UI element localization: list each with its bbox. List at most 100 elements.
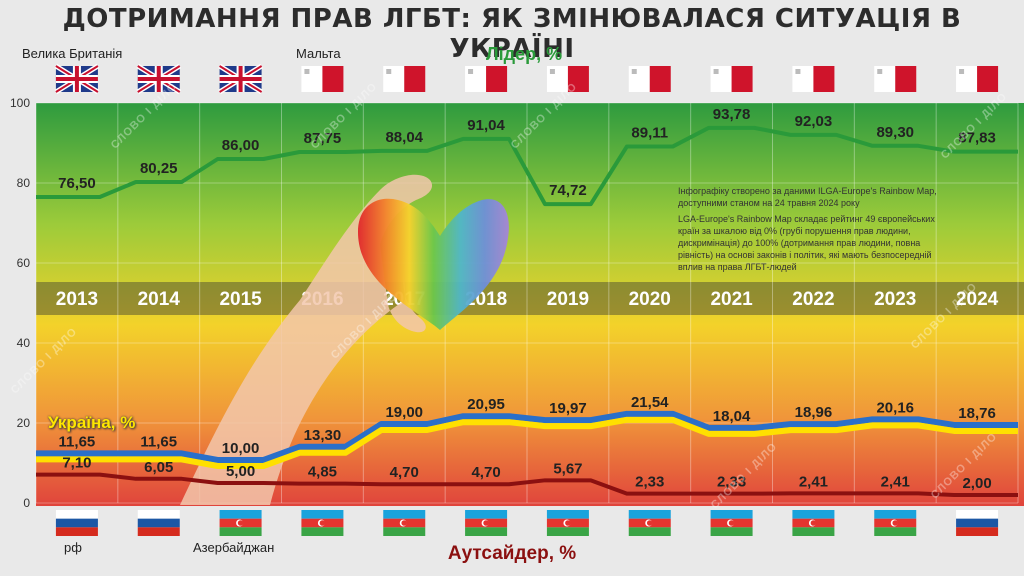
y-tick-label: 60 [17,256,31,270]
flag-bottom-azerbaijan [874,510,917,536]
data-label-leader: 74,72 [549,182,587,199]
malta-flag-cross [877,69,883,74]
russia-flag-red [137,527,180,536]
data-label-leader: 86,00 [222,137,260,154]
flag-bottom-russia [55,510,98,536]
data-label-leader: 89,30 [876,124,914,141]
malta-flag-red [486,66,508,92]
source-note-line1: Інфографіку створено за даними ILGA-Euro… [678,186,937,208]
data-label-outsider: 7,10 [62,455,91,472]
data-label-ukraine: 11,65 [59,433,96,450]
malta-flag-red [731,66,753,92]
data-label-outsider: 6,05 [144,459,173,476]
uk-flag-cross-red-h [219,77,262,81]
data-label-outsider: 2,33 [717,474,746,491]
malta-flag-red [895,66,917,92]
az-flag-crescent-cut [401,520,408,526]
hand-with-heart-illustration [180,174,509,505]
russia-flag-red [956,527,999,536]
az-flag-blue [628,510,671,519]
malta-flag-red [813,66,835,92]
series-lines [36,125,1018,497]
az-flag-green [874,527,917,536]
data-label-outsider: 4,70 [390,464,419,481]
data-label-leader: 80,25 [140,160,178,177]
az-flag-green [219,527,262,536]
data-labels: 76,50 80,25 86,00 87,75 88,04 91,04 74,72 89,11… [58,106,996,492]
label-malta: Мальта [296,46,341,61]
az-flag-crescent-cut [728,520,735,526]
y-tick-label: 100 [10,96,30,110]
malta-flag-red [977,66,999,92]
malta-flag-cross [713,69,719,74]
data-label-outsider: 2,33 [635,474,664,491]
data-label-outsider: 4,70 [471,464,500,481]
az-flag-green [546,527,589,536]
data-label-outsider: 2,41 [881,473,910,490]
label-azerbaijan: Азербайджан [193,540,275,555]
flags [54,63,999,536]
x-tick-label: 2013 [56,289,98,310]
az-flag-crescent-cut [483,520,489,526]
flag-top-uk [218,63,263,95]
ukraine-title: Україна, % [48,413,136,432]
az-flag-blue [383,510,426,519]
malta-flag-red [649,66,671,92]
az-flag-green [628,527,671,536]
data-label-ukraine: 20,16 [876,399,914,416]
data-label-leader: 88,04 [385,129,423,146]
flag-top-malta [301,66,344,92]
flag-top-malta [956,66,999,92]
source-note-line2: LGA-Europe's Rainbow Map складає рейтинг… [678,214,935,272]
x-tick-label: 2015 [219,289,262,310]
data-label-leader: 76,50 [58,175,96,192]
az-flag-crescent-cut [319,520,326,526]
data-label-outsider: 2,41 [799,473,828,490]
az-flag-crescent-cut [565,520,571,526]
flag-bottom-azerbaijan [628,510,671,536]
russia-flag-blue [137,518,180,528]
x-tick-label: 2023 [874,289,916,310]
flag-top-malta [874,66,917,92]
year-band [36,282,1024,315]
data-label-leader: 92,03 [795,113,833,130]
az-flag-green [301,527,344,536]
y-tick-label: 20 [17,416,31,430]
data-label-ukraine: 19,97 [549,400,587,417]
az-flag-crescent-cut [810,520,817,526]
russia-flag-blue [55,518,98,528]
data-label-leader: 93,78 [713,106,751,123]
malta-flag-cross [795,69,801,74]
flag-bottom-azerbaijan [219,510,262,536]
az-flag-blue [792,510,835,519]
flag-bottom-azerbaijan [546,510,589,536]
y-tick-label: 80 [17,176,31,190]
az-flag-crescent-cut [237,520,244,526]
az-flag-blue [874,510,917,519]
series-line-leader [36,125,1018,207]
y-tick-label: 0 [23,496,30,510]
series-line-outsider [36,472,1018,497]
malta-flag-red [567,66,589,92]
russia-flag-blue [956,518,999,528]
data-label-leader: 87,75 [304,130,342,147]
data-label-outsider: 5,67 [553,460,582,477]
az-flag-blue [710,510,753,519]
malta-flag-cross [959,69,965,74]
az-flag-crescent-cut [892,520,899,526]
flag-bottom-azerbaijan [383,510,426,536]
data-label-outsider: 5,00 [226,463,255,480]
flag-bottom-azerbaijan [465,510,508,536]
malta-flag-cross [304,69,310,74]
flag-bottom-azerbaijan [301,510,344,536]
data-label-leader: 87,83 [958,130,996,147]
malta-flag-cross [549,69,555,74]
az-flag-crescent-cut [646,520,653,526]
az-flag-green [383,527,426,536]
uk-flag-cross-red-h [55,77,98,81]
series-line-ukraine-yellow [36,416,1018,469]
data-label-ukraine: 10,00 [222,440,260,457]
data-label-ukraine: 18,76 [958,405,996,422]
data-label-ukraine: 11,65 [140,433,177,450]
